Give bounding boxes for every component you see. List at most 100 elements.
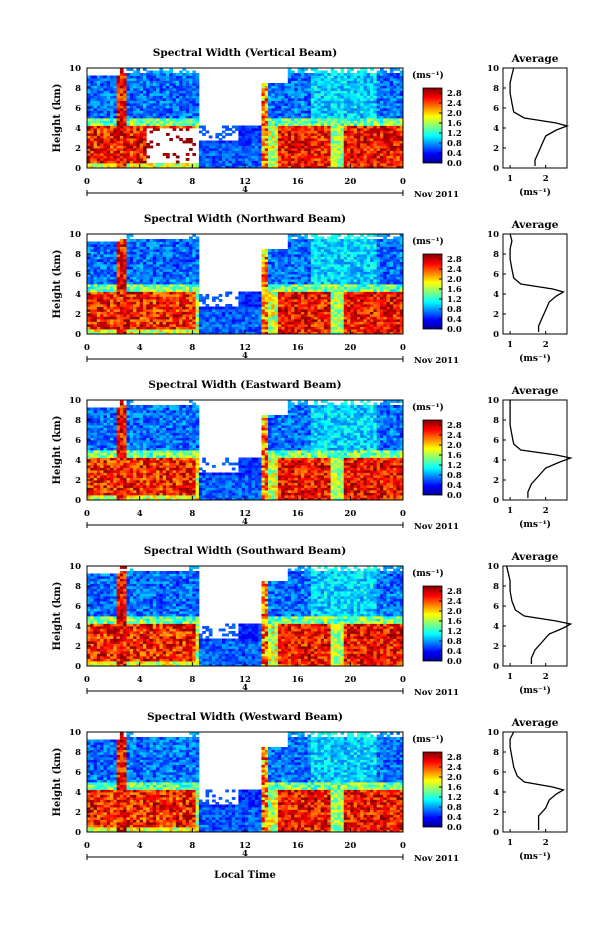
heatmap-cell: [182, 289, 187, 292]
heatmap-cell: [182, 309, 187, 312]
heatmap-cell: [129, 321, 134, 325]
heatmap-cell: [149, 100, 154, 104]
heatmap-cell: [376, 83, 381, 86]
heatmap-cell: [274, 150, 279, 154]
heatmap-cell: [113, 301, 118, 305]
heatmap-cell: [146, 261, 150, 265]
heatmap-cell: [152, 321, 157, 325]
heatmap-cell: [268, 108, 272, 111]
heatmap-cell: [113, 276, 118, 280]
heatmap-cell: [119, 88, 124, 91]
heatmap-cell: [119, 241, 124, 245]
heatmap-cell: [366, 90, 371, 94]
heatmap-cell: [162, 329, 167, 332]
heatmap-cell: [277, 274, 282, 277]
heatmap-cell: [119, 314, 124, 317]
heatmap-cell: [228, 150, 233, 154]
heatmap-cell: [228, 304, 233, 307]
heatmap-cell: [330, 93, 335, 96]
heatmap-cell: [373, 73, 378, 76]
heatmap-cell: [93, 294, 98, 297]
heatmap-cell: [284, 326, 289, 330]
heatmap-cell: [116, 269, 121, 272]
heatmap-cell: [110, 281, 114, 285]
heatmap-cell: [195, 316, 200, 320]
heatmap-cell: [136, 80, 141, 84]
heatmap-cell: [133, 100, 137, 104]
heatmap-cell: [268, 316, 272, 320]
heatmap-cell: [343, 75, 348, 79]
heatmap-cell: [327, 145, 331, 149]
heatmap-cell: [396, 108, 401, 111]
heatmap-cell: [159, 261, 164, 265]
heatmap-cell: [182, 125, 187, 129]
heatmap-cell: [113, 83, 118, 86]
heatmap-cell: [152, 311, 157, 315]
heatmap-cell: [291, 133, 295, 136]
heatmap-cell: [389, 130, 394, 134]
heatmap-cell: [142, 326, 147, 330]
heatmap-cell: [172, 261, 177, 265]
heatmap-cell: [169, 289, 173, 292]
heatmap-cell: [106, 264, 111, 267]
heatmap-cell: [133, 299, 137, 302]
heatmap-cell: [113, 326, 118, 330]
heatmap-cell: [195, 331, 200, 335]
heatmap-cell: [300, 138, 305, 141]
heatmap-cell: [110, 271, 114, 275]
heatmap-cell: [136, 289, 141, 292]
heatmap-cell: [156, 123, 160, 126]
average-y-tick-label: 6: [493, 104, 499, 114]
heatmap-cell: [172, 108, 177, 111]
heatmap-cell: [136, 319, 141, 322]
heatmap-cell: [360, 80, 364, 84]
heatmap-cell: [291, 284, 295, 287]
heatmap-cell: [119, 155, 124, 159]
heatmap-cell: [284, 289, 289, 292]
heatmap-cell: [205, 145, 210, 149]
heatmap-cell: [218, 311, 223, 315]
heatmap-cell: [386, 98, 391, 101]
heatmap-cell: [172, 83, 177, 86]
heatmap-cell: [87, 319, 91, 322]
heatmap-cell: [103, 261, 108, 265]
heatmap-cell: [106, 85, 111, 89]
heatmap-cell: [350, 140, 355, 144]
heatmap-cell: [261, 319, 266, 322]
heatmap-cell: [159, 163, 164, 166]
heatmap-cell: [264, 259, 269, 262]
heatmap-cell: [133, 95, 137, 99]
heatmap-cell: [103, 256, 108, 260]
heatmap-cell: [136, 85, 141, 89]
heatmap-cell: [136, 138, 141, 141]
heatmap-cell: [142, 284, 147, 287]
heatmap-cell: [347, 68, 351, 71]
heatmap-cell: [106, 279, 111, 282]
heatmap-cell: [310, 128, 315, 131]
heatmap-cell: [113, 78, 118, 81]
heatmap-cell: [139, 294, 144, 297]
heatmap-cell: [212, 145, 216, 149]
heatmap-cell: [261, 123, 266, 126]
heatmap-cell: [396, 123, 401, 126]
heatmap-cell: [393, 113, 397, 116]
heatmap-cell: [152, 286, 157, 290]
heatmap-cell: [347, 83, 351, 86]
heatmap-cell: [93, 266, 98, 270]
heatmap-cell: [264, 264, 269, 267]
heatmap-cell: [268, 128, 272, 131]
heatmap-cell: [93, 299, 98, 302]
heatmap-cell: [287, 289, 292, 292]
heatmap-cell: [195, 274, 200, 277]
heatmap-cell: [129, 324, 134, 327]
heatmap-cell: [399, 128, 404, 131]
heatmap-cell: [198, 329, 203, 332]
heatmap-cell: [274, 249, 279, 252]
heatmap-cell: [320, 120, 325, 124]
heatmap-cell: [100, 291, 104, 295]
heatmap-cell: [271, 83, 276, 86]
heatmap-cell: [100, 326, 104, 330]
heatmap-cell: [87, 83, 91, 86]
heatmap-cell: [238, 329, 243, 332]
heatmap-cell: [212, 316, 216, 320]
